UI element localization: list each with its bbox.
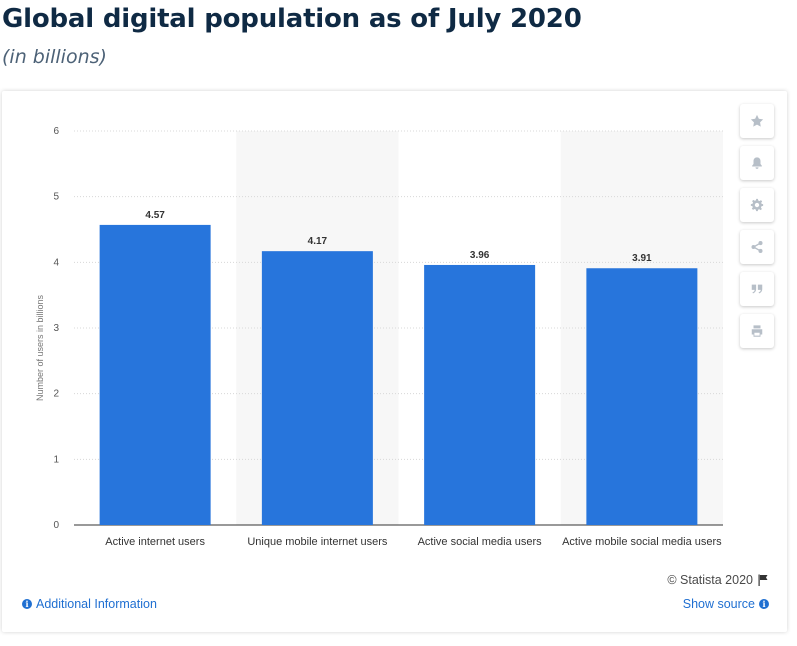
data-label: 4.17 <box>308 236 328 247</box>
x-tick-label: Active internet users <box>105 536 205 548</box>
info-icon: i <box>22 599 32 609</box>
y-tick-label: 1 <box>53 454 59 465</box>
side-toolbar <box>740 104 774 348</box>
bar <box>261 251 373 526</box>
bar <box>586 268 698 525</box>
print-icon <box>751 325 763 337</box>
info-icon: i <box>759 599 769 609</box>
y-tick-label: 2 <box>53 389 59 400</box>
y-tick-label: 4 <box>53 257 59 268</box>
y-axis-title: Number of users in billions <box>35 294 45 401</box>
x-tick-label: Active mobile social media users <box>562 536 722 548</box>
star-icon <box>750 114 764 127</box>
data-label: 3.96 <box>470 250 490 261</box>
copyright-notice: © Statista 2020 <box>667 573 769 587</box>
y-tick-label: 5 <box>53 192 59 203</box>
notification-button[interactable] <box>740 146 774 180</box>
show-source-label: Show source <box>682 597 755 611</box>
additional-information-link[interactable]: i Additional Information <box>22 597 157 611</box>
share-icon <box>751 241 763 253</box>
copyright-text: © Statista 2020 <box>667 573 753 587</box>
bar <box>424 264 536 525</box>
settings-button[interactable] <box>740 188 774 222</box>
gear-icon <box>750 198 764 212</box>
show-source-link[interactable]: Show source i <box>683 597 769 611</box>
quote-icon <box>751 284 763 294</box>
x-tick-label: Active social media users <box>418 536 543 548</box>
data-label: 3.91 <box>632 253 652 264</box>
cite-button[interactable] <box>740 272 774 306</box>
y-tick-label: 3 <box>53 323 59 334</box>
favorite-button[interactable] <box>740 104 774 138</box>
chart-card: 0 1 2 3 4 5 6 4.57 Active internet users 4.17 Uniq… <box>2 91 787 632</box>
y-tick-label: 0 <box>53 520 59 531</box>
share-button[interactable] <box>740 230 774 264</box>
page-title: Global digital population as of July 202… <box>2 4 582 34</box>
bar-chart: 0 1 2 3 4 5 6 4.57 Active internet users 4.17 Uniq… <box>35 126 723 548</box>
bar <box>99 224 211 526</box>
bell-icon <box>752 157 762 169</box>
y-tick-label: 6 <box>53 126 59 137</box>
additional-information-label: Additional Information <box>36 597 157 611</box>
flag-icon <box>758 574 768 586</box>
page-subtitle: (in billions) <box>2 46 107 68</box>
print-button[interactable] <box>740 314 774 348</box>
x-tick-label: Unique mobile internet users <box>247 536 388 548</box>
data-label: 4.57 <box>145 210 165 221</box>
